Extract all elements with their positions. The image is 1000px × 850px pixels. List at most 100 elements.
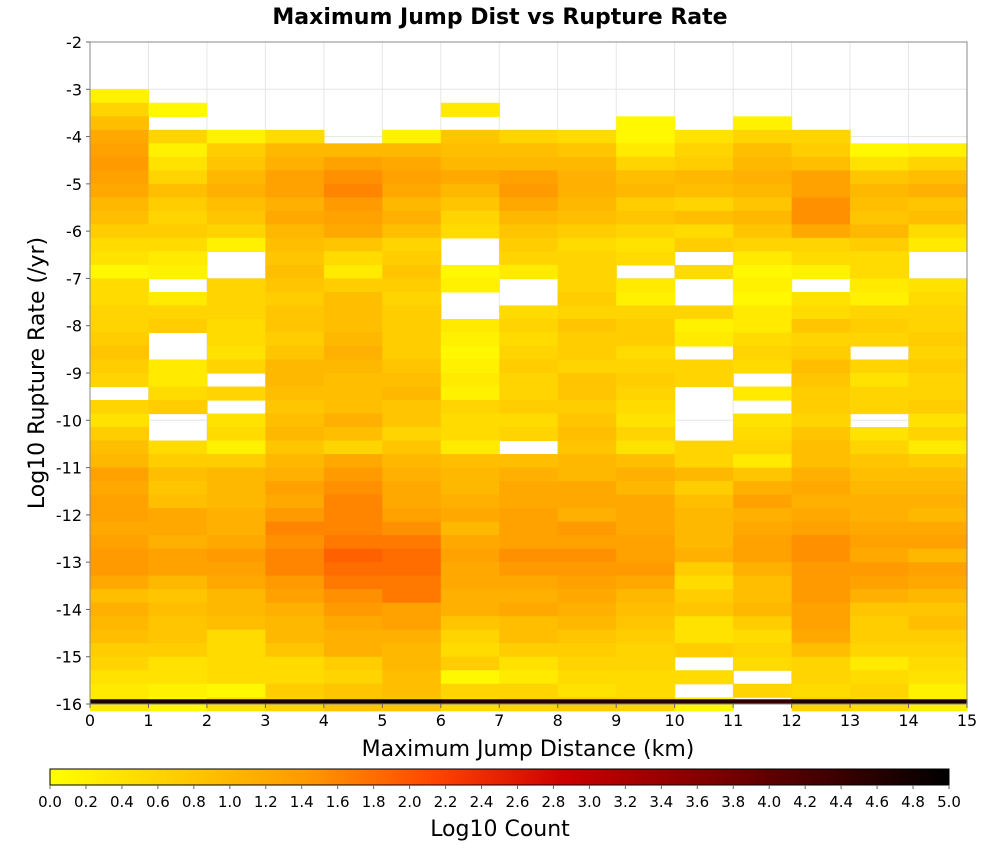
heatmap-cell [733, 197, 793, 212]
colorbar-tick-label: 4.0 [757, 793, 781, 811]
heatmap-cell [323, 373, 383, 388]
y-tick-label: -3 [66, 80, 82, 99]
heatmap-cell [382, 683, 442, 698]
heatmap-cell [499, 508, 559, 523]
heatmap-cell [440, 373, 500, 388]
heatmap-cell [382, 224, 442, 239]
colorbar-tick-label: 2.4 [470, 793, 494, 811]
heatmap-cell [499, 345, 559, 361]
heatmap-cell [90, 305, 150, 320]
heatmap-cell [674, 210, 734, 225]
heatmap-cell [791, 143, 851, 158]
heatmap-cell [791, 400, 851, 415]
heatmap-cell [148, 508, 208, 523]
heatmap-cell [90, 224, 150, 239]
heatmap-cell [850, 251, 910, 266]
heatmap-cell [557, 467, 617, 482]
colorbar-tick-label: 3.4 [649, 793, 673, 811]
heatmap-cell [206, 183, 266, 198]
heatmap-cell [265, 305, 325, 320]
x-tick-label: 15 [957, 711, 977, 730]
heatmap-cell [908, 535, 968, 550]
heatmap-cell [499, 494, 559, 509]
heatmap-cell [791, 521, 851, 536]
heatmap-cell [791, 170, 851, 185]
heatmap-cell [791, 237, 851, 253]
y-tick-label: -8 [66, 317, 82, 336]
heatmap-cell [850, 699, 910, 704]
heatmap-cell [616, 602, 676, 617]
heatmap-cell [850, 373, 910, 388]
heatmap-cell [323, 400, 383, 415]
heatmap-cell [733, 143, 793, 158]
heatmap-cell [850, 467, 910, 482]
heatmap-cell [265, 291, 325, 307]
heatmap-cell [791, 508, 851, 523]
heatmap-cell [557, 508, 617, 523]
y-tick-label: -13 [56, 553, 82, 572]
heatmap-cell [616, 332, 676, 347]
heatmap-cell [90, 467, 150, 482]
heatmap-cell [323, 345, 383, 361]
heatmap-cell [674, 602, 734, 617]
heatmap-cell [733, 345, 793, 361]
heatmap-cell [616, 629, 676, 644]
heatmap-cell [850, 237, 910, 253]
heatmap-cell [265, 400, 325, 415]
heatmap-cell [791, 197, 851, 212]
heatmap-cell [557, 251, 617, 266]
heatmap-cell [90, 535, 150, 550]
heatmap-cell [557, 548, 617, 563]
heatmap-cell [616, 237, 676, 253]
heatmap-cell [382, 427, 442, 442]
heatmap-cell [265, 494, 325, 509]
heatmap-cell [90, 89, 150, 104]
heatmap-cell [440, 143, 500, 158]
heatmap-cell [382, 156, 442, 171]
heatmap-cell [733, 575, 793, 590]
heatmap-cell [323, 548, 383, 563]
heatmap-cell [499, 264, 559, 280]
heatmap-cell [440, 224, 500, 239]
heatmap-cell [616, 345, 676, 361]
heatmap-cell [323, 237, 383, 253]
colorbar-tick-label: 1.0 [218, 793, 242, 811]
heatmap-cell [791, 413, 851, 428]
heatmap-cell [323, 156, 383, 171]
heatmap-cell [791, 602, 851, 617]
heatmap-cell [616, 467, 676, 482]
heatmap-cell [674, 670, 734, 685]
heatmap-cell [148, 481, 208, 496]
heatmap-cell [90, 291, 150, 307]
heatmap-cell [148, 535, 208, 550]
heatmap-cell [850, 508, 910, 523]
heatmap-cell [674, 643, 734, 658]
heatmap-cell [382, 629, 442, 644]
x-tick-label: 14 [898, 711, 918, 730]
heatmap-cell [616, 521, 676, 536]
heatmap-cell [908, 305, 968, 320]
heatmap-cell [791, 481, 851, 496]
heatmap-cell [674, 562, 734, 577]
heatmap-cell [440, 359, 500, 374]
heatmap-cell [791, 683, 851, 698]
heatmap-cell [499, 548, 559, 563]
heatmap-cell [733, 170, 793, 185]
colorbar-tick-label: 0.4 [110, 793, 134, 811]
heatmap-cell [440, 467, 500, 482]
heatmap-cell [499, 170, 559, 185]
heatmap-cell [674, 440, 734, 455]
heatmap-cells [90, 89, 968, 712]
heatmap-cell [265, 440, 325, 455]
heatmap-cell [791, 332, 851, 347]
heatmap-cell [148, 683, 208, 698]
colorbar-tick-label: 2.6 [506, 793, 530, 811]
heatmap-cell [733, 305, 793, 320]
heatmap-cell [674, 508, 734, 523]
heatmap-cell [674, 467, 734, 482]
heatmap-cell [323, 386, 383, 401]
y-axis-ticks: -2 -3 -4 -5 -6 -7 -8 -9 -10 -11 -12 -13 -14 -15 -16 [56, 33, 90, 714]
heatmap-cell [206, 440, 266, 455]
heatmap-cell [791, 373, 851, 388]
heatmap-cell [148, 359, 208, 374]
